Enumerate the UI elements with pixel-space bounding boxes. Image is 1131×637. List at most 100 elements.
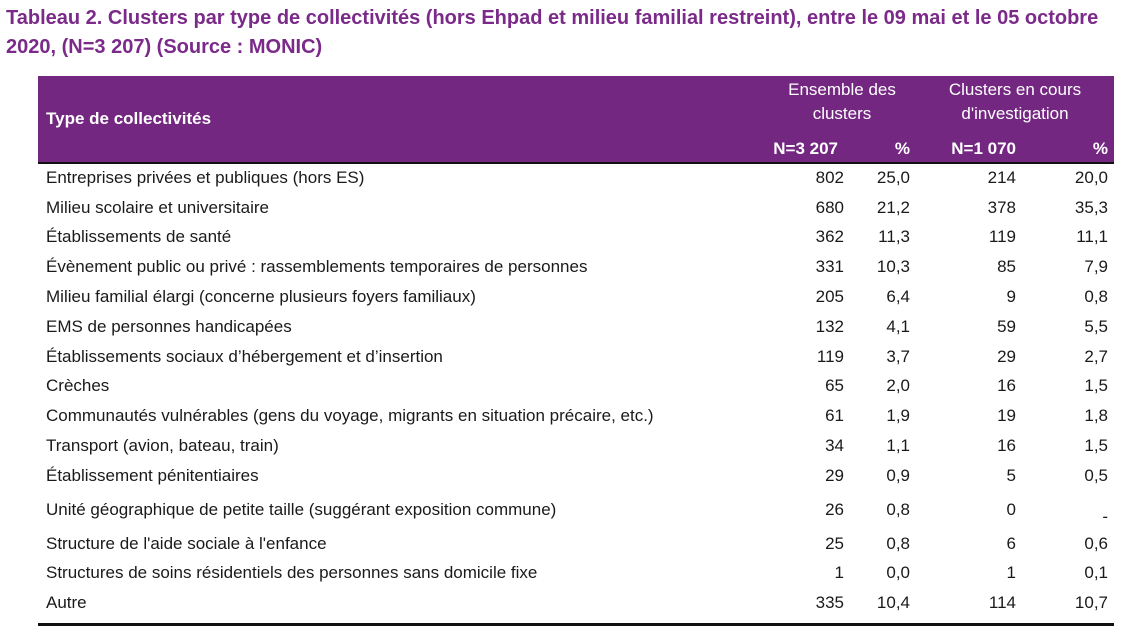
cell-all-percent: 10,3: [876, 257, 910, 277]
cell-investigation-count: 0: [1006, 499, 1016, 519]
cell-collectivity-type: Communautés vulnérables (gens du voyage,…: [46, 406, 654, 426]
cell-all-count: 1: [834, 563, 844, 583]
cell-investigation-percent: 0,6: [1084, 533, 1109, 553]
cell-all-percent: 1,9: [886, 406, 910, 426]
cell-collectivity-type: Établissements sociaux d’hébergement et …: [46, 346, 443, 366]
cell-collectivity-type: Évènement public ou privé : rassemblemen…: [46, 257, 588, 277]
cell-all-count: 331: [815, 257, 844, 277]
table-row: Évènement public ou privé : rassemblemen…: [38, 252, 1114, 282]
cell-all-count: 34: [825, 436, 844, 456]
cell-all-percent: 0,9: [886, 465, 910, 485]
column-group-header-all-clusters: Ensemble des clusters: [788, 80, 896, 123]
table-row: Milieu familial élargi (concerne plusieu…: [38, 282, 1114, 312]
cell-investigation-percent: 1,5: [1084, 376, 1109, 396]
cell-all-count: 61: [825, 406, 844, 426]
cell-collectivity-type: Milieu familial élargi (concerne plusieu…: [46, 287, 476, 307]
cell-collectivity-type: Entreprises privées et publiques (hors E…: [46, 168, 365, 188]
cell-investigation-count: 5: [1006, 465, 1016, 485]
cell-investigation-count: 114: [988, 593, 1016, 613]
cell-investigation-count: 16: [997, 376, 1016, 396]
cell-all-percent: 25,0: [876, 168, 910, 188]
cell-investigation-count: 16: [997, 436, 1016, 456]
table-title: Tableau 2. Clusters par type de collecti…: [6, 7, 1099, 58]
cell-all-count: 362: [815, 227, 844, 247]
table-row: Transport (avion, bateau, train) 34 1,1 16 1…: [38, 431, 1114, 461]
cell-collectivity-type: EMS de personnes handicapées: [46, 316, 292, 336]
table-row: Établissements de santé 362 11,3 119 11,1: [38, 223, 1114, 253]
table-header: Type de collectivités Ensemble des clust…: [38, 76, 1115, 163]
table-bottom-rule: [38, 623, 1114, 626]
cell-all-count: 26: [825, 499, 844, 519]
table-row: Structure de l'aide sociale à l'enfance 2…: [38, 529, 1114, 559]
cell-investigation-percent: 10,7: [1074, 593, 1109, 613]
column-header-all-count: N=3 207: [773, 139, 838, 158]
cell-all-count: 680: [815, 197, 844, 217]
cell-investigation-count: 378: [987, 197, 1016, 217]
cell-investigation-percent: 11,1: [1076, 227, 1109, 247]
cell-all-percent: 4,1: [886, 316, 910, 336]
cell-all-count: 335: [815, 593, 844, 613]
cell-investigation-percent: 0,1: [1084, 563, 1109, 583]
table-body: Entreprises privées et publiques (hors E…: [38, 163, 1114, 618]
table-row: Milieu scolaire et universitaire 680 21,2 3…: [38, 193, 1114, 223]
cell-all-count: 65: [825, 376, 844, 396]
cell-investigation-count: 59: [997, 316, 1016, 336]
column-group-header-under-investigation: Clusters en cours d'investigation: [948, 80, 1082, 123]
cell-all-percent: 21,2: [876, 197, 910, 217]
cell-all-percent: 3,7: [886, 346, 910, 366]
column-header-type: Type de collectivités: [46, 109, 212, 128]
cell-all-count: 119: [816, 346, 844, 366]
cell-all-percent: 6,4: [886, 287, 910, 307]
cell-all-count: 205: [815, 287, 844, 307]
cell-investigation-percent: 1,5: [1084, 436, 1109, 456]
column-header-investigation-count: N=1 070: [951, 139, 1016, 158]
table-row: Établissement pénitentiaires 29 0,9 5 0,5: [38, 461, 1114, 491]
cell-all-count: 25: [825, 533, 844, 553]
cell-all-percent: 0,8: [886, 533, 910, 553]
table-row: Unité géographique de petite taille (sug…: [38, 491, 1114, 529]
cell-investigation-percent: 1,8: [1084, 406, 1109, 426]
cell-all-percent: 11,3: [878, 227, 910, 247]
cell-investigation-percent: -: [1102, 506, 1109, 526]
cell-all-percent: 0,0: [886, 563, 910, 583]
cell-investigation-count: 19: [997, 406, 1016, 426]
cell-collectivity-type: Milieu scolaire et universitaire: [46, 197, 269, 217]
cell-collectivity-type: Établissement pénitentiaires: [46, 465, 259, 485]
table-row: Entreprises privées et publiques (hors E…: [38, 163, 1114, 193]
cell-investigation-count: 9: [1006, 287, 1016, 307]
table-row: EMS de personnes handicapées 132 4,1 59 5,5: [38, 312, 1114, 342]
cell-investigation-count: 214: [987, 168, 1016, 188]
cell-all-percent: 10,4: [876, 593, 910, 613]
cell-investigation-count: 6: [1006, 533, 1016, 553]
cell-collectivity-type: Structure de l'aide sociale à l'enfance: [46, 533, 327, 553]
table-row: Communautés vulnérables (gens du voyage,…: [38, 401, 1114, 431]
cell-collectivity-type: Transport (avion, bateau, train): [46, 436, 279, 456]
clusters-table: Type de collectivités Ensemble des clust…: [38, 76, 1115, 618]
cell-collectivity-type: Crèches: [46, 376, 110, 396]
cell-collectivity-type: Établissements de santé: [46, 227, 232, 247]
cell-all-count: 802: [815, 168, 844, 188]
cell-investigation-count: 119: [988, 227, 1016, 247]
cell-all-count: 132: [815, 316, 844, 336]
cell-investigation-percent: 20,0: [1074, 168, 1109, 188]
cell-investigation-count: 29: [997, 346, 1016, 366]
table-row: Structures de soins résidentiels des per…: [38, 559, 1114, 589]
cell-all-percent: 2,0: [886, 376, 910, 396]
cell-investigation-count: 85: [997, 257, 1016, 277]
cell-investigation-percent: 0,5: [1084, 465, 1109, 485]
cell-all-percent: 0,8: [886, 499, 910, 519]
cell-investigation-percent: 35,3: [1074, 197, 1109, 217]
cell-investigation-count: 1: [1006, 563, 1016, 583]
cell-collectivity-type: Autre: [46, 593, 87, 613]
table-row: Crèches 65 2,0 16 1,5: [38, 372, 1114, 402]
cell-collectivity-type: Unité géographique de petite taille (sug…: [46, 499, 557, 519]
table-row: Autre 335 10,4 114 10,7: [38, 588, 1114, 618]
cell-investigation-percent: 2,7: [1084, 346, 1109, 366]
cell-collectivity-type: Structures de soins résidentiels des per…: [46, 563, 538, 583]
table-row: Établissements sociaux d’hébergement et …: [38, 342, 1114, 372]
column-header-all-percent: %: [894, 139, 910, 158]
cell-all-count: 29: [825, 465, 844, 485]
cell-investigation-percent: 0,8: [1084, 287, 1109, 307]
header-row-1: Type de collectivités Ensemble des clust…: [38, 76, 1115, 136]
clusters-table-container: Type de collectivités Ensemble des clust…: [38, 76, 1115, 618]
